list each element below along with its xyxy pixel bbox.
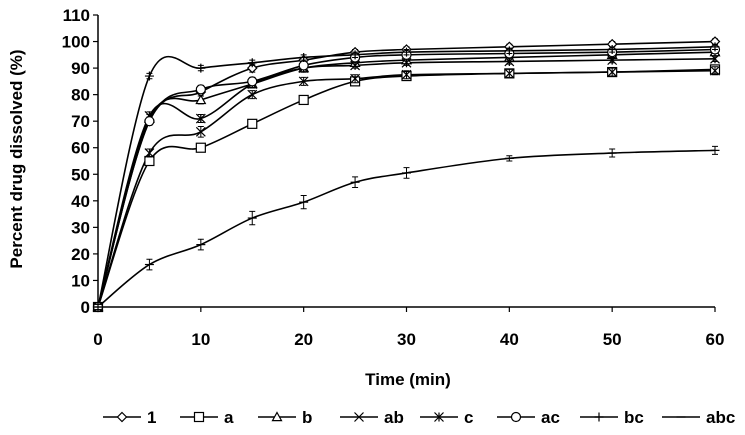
y-tick-label: 110 [63,6,90,25]
x-axis-label: Time (min) [365,370,451,389]
y-tick-label: 60 [71,139,90,158]
data-point-bc [402,47,411,57]
data-point-ab [350,73,361,84]
legend-marker-c [434,412,444,422]
y-tick-label: 40 [71,192,90,211]
data-point-c [195,113,206,124]
x-tick-label: 40 [500,330,519,349]
x-tick-label: 30 [397,330,416,349]
data-point-bc [196,63,206,73]
data-markers [92,36,721,313]
data-point-bc [299,52,309,62]
data-point-ab [401,69,412,80]
y-tick-label: 90 [71,59,90,78]
data-point-bc [350,50,360,60]
data-point-bc [607,45,617,55]
legend-label-bc: bc [624,408,644,427]
data-point-b [195,94,207,105]
data-point-ab [710,65,720,76]
data-point-ac [298,60,309,71]
legend-label-b: b [302,408,312,427]
data-point-ab [607,67,618,77]
y-tick-label: 50 [71,165,90,184]
legend: 1 a b ab c ac bc abc [103,408,735,427]
legend-marker-ab [354,412,364,422]
series-line-a [97,68,716,308]
legend-label-ac: ac [541,408,560,427]
x-tick-label: 50 [603,330,622,349]
legend-marker-1 [116,411,128,423]
legend-label-c: c [464,408,473,427]
series-line-c [97,58,716,308]
data-point-a [298,94,309,106]
x-tick-label: 60 [706,330,725,349]
data-point-ac [195,84,206,95]
data-point-a [247,118,258,129]
data-point-ab [144,148,155,158]
data-point-ab [298,76,309,87]
data-point-bc [504,46,514,56]
data-point-ab [247,89,258,100]
series-line-b [97,51,716,308]
data-point-a [144,155,155,167]
data-point-a [195,142,206,153]
data-point-ab [195,126,206,137]
x-tick-label: 20 [294,330,313,349]
y-tick-label: 0 [81,298,90,317]
data-point-ac [247,76,258,87]
y-tick-label: 30 [71,218,90,237]
data-point-bc [144,71,154,81]
series-line-ab [97,69,716,308]
data-point-bc [710,42,720,52]
legend-label-1: 1 [147,408,156,427]
data-point-ac [144,116,155,127]
x-tick-label: 10 [191,330,210,349]
x-tick-label: 0 [93,330,102,349]
y-tick-label: 80 [71,86,90,105]
y-tick-label: 70 [71,112,90,131]
data-point-bc [247,58,257,68]
y-axis-label: Percent drug dissolved (%) [7,49,26,268]
legend-marker-a [193,411,205,423]
y-tick-label: 100 [62,33,90,52]
legend-marker-ac [510,411,522,423]
legend-label-ab: ab [384,408,404,427]
data-point-c [710,53,720,64]
legend-label-abc: abc [706,408,735,427]
legend-marker-b [271,411,283,422]
series-line-ac [97,48,716,308]
legend-marker-bc [594,412,604,422]
legend-label-a: a [224,408,234,427]
y-tick-label: 10 [71,271,90,290]
axes: 0 10 20 30 40 50 60 70 80 90 100 110 0 10 20 30 40 50 60 [62,6,725,349]
data-point-ab [504,68,515,79]
y-tick-label: 20 [71,245,90,264]
